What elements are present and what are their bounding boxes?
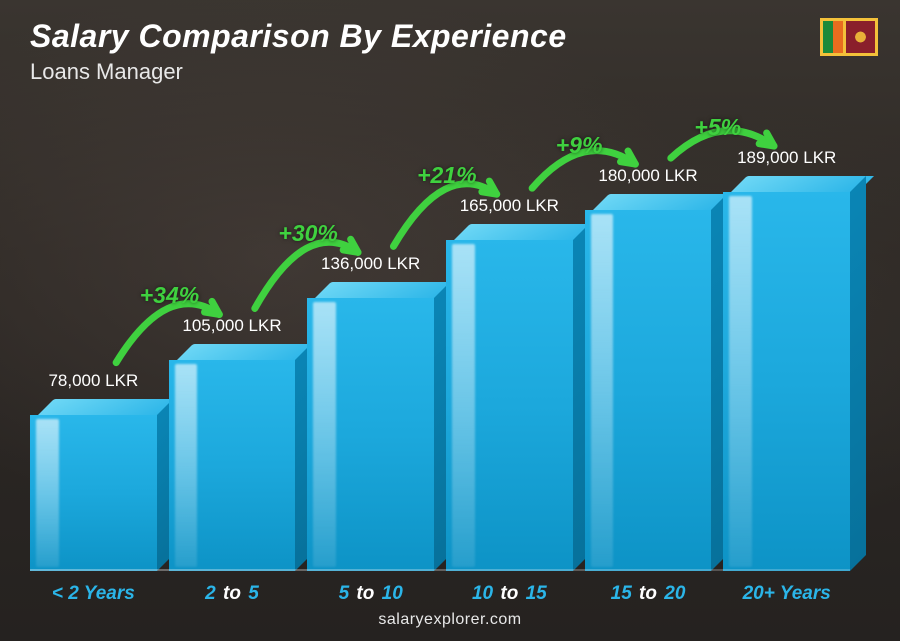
country-flag-icon xyxy=(820,18,878,56)
bar-value-label: 78,000 LKR xyxy=(48,371,138,391)
bar-3d xyxy=(446,224,573,571)
chart-header: Salary Comparison By Experience Loans Ma… xyxy=(30,18,870,85)
bar-value-label: 189,000 LKR xyxy=(737,148,836,168)
growth-percentage: +30% xyxy=(278,220,337,247)
bar: 78,000 LKR< 2 Years xyxy=(30,110,157,571)
chart-title: Salary Comparison By Experience xyxy=(30,18,870,55)
bar: 189,000 LKR20+ Years xyxy=(723,110,850,571)
growth-percentage: +34% xyxy=(140,282,199,309)
bar-value-label: 165,000 LKR xyxy=(460,196,559,216)
growth-percentage: +9% xyxy=(556,132,603,159)
bar-category-label: 2 to 5 xyxy=(169,583,296,605)
bar-category-label: < 2 Years xyxy=(30,583,157,605)
bar-value-label: 180,000 LKR xyxy=(598,166,697,186)
bar-category-label: 15 to 20 xyxy=(585,583,712,605)
bar-3d xyxy=(723,176,850,571)
bar-3d xyxy=(585,194,712,571)
chart-baseline xyxy=(30,569,850,571)
growth-percentage: +21% xyxy=(417,162,476,189)
chart-subtitle: Loans Manager xyxy=(30,59,870,85)
bar-3d xyxy=(307,282,434,571)
growth-percentage: +5% xyxy=(694,114,741,141)
bar-category-label: 20+ Years xyxy=(723,583,850,605)
bar-category-label: 10 to 15 xyxy=(446,583,573,605)
bar-category-label: 5 to 10 xyxy=(307,583,434,605)
bar-3d xyxy=(30,399,157,571)
bar-value-label: 136,000 LKR xyxy=(321,254,420,274)
bar: 180,000 LKR15 to 20 xyxy=(585,110,712,571)
bar-3d xyxy=(169,344,296,571)
bar: 105,000 LKR2 to 5 xyxy=(169,110,296,571)
bar-value-label: 105,000 LKR xyxy=(182,316,281,336)
salary-chart: Salary Comparison By Experience Loans Ma… xyxy=(0,0,900,641)
bar: 136,000 LKR5 to 10 xyxy=(307,110,434,571)
chart-source: salaryexplorer.com xyxy=(0,611,900,629)
